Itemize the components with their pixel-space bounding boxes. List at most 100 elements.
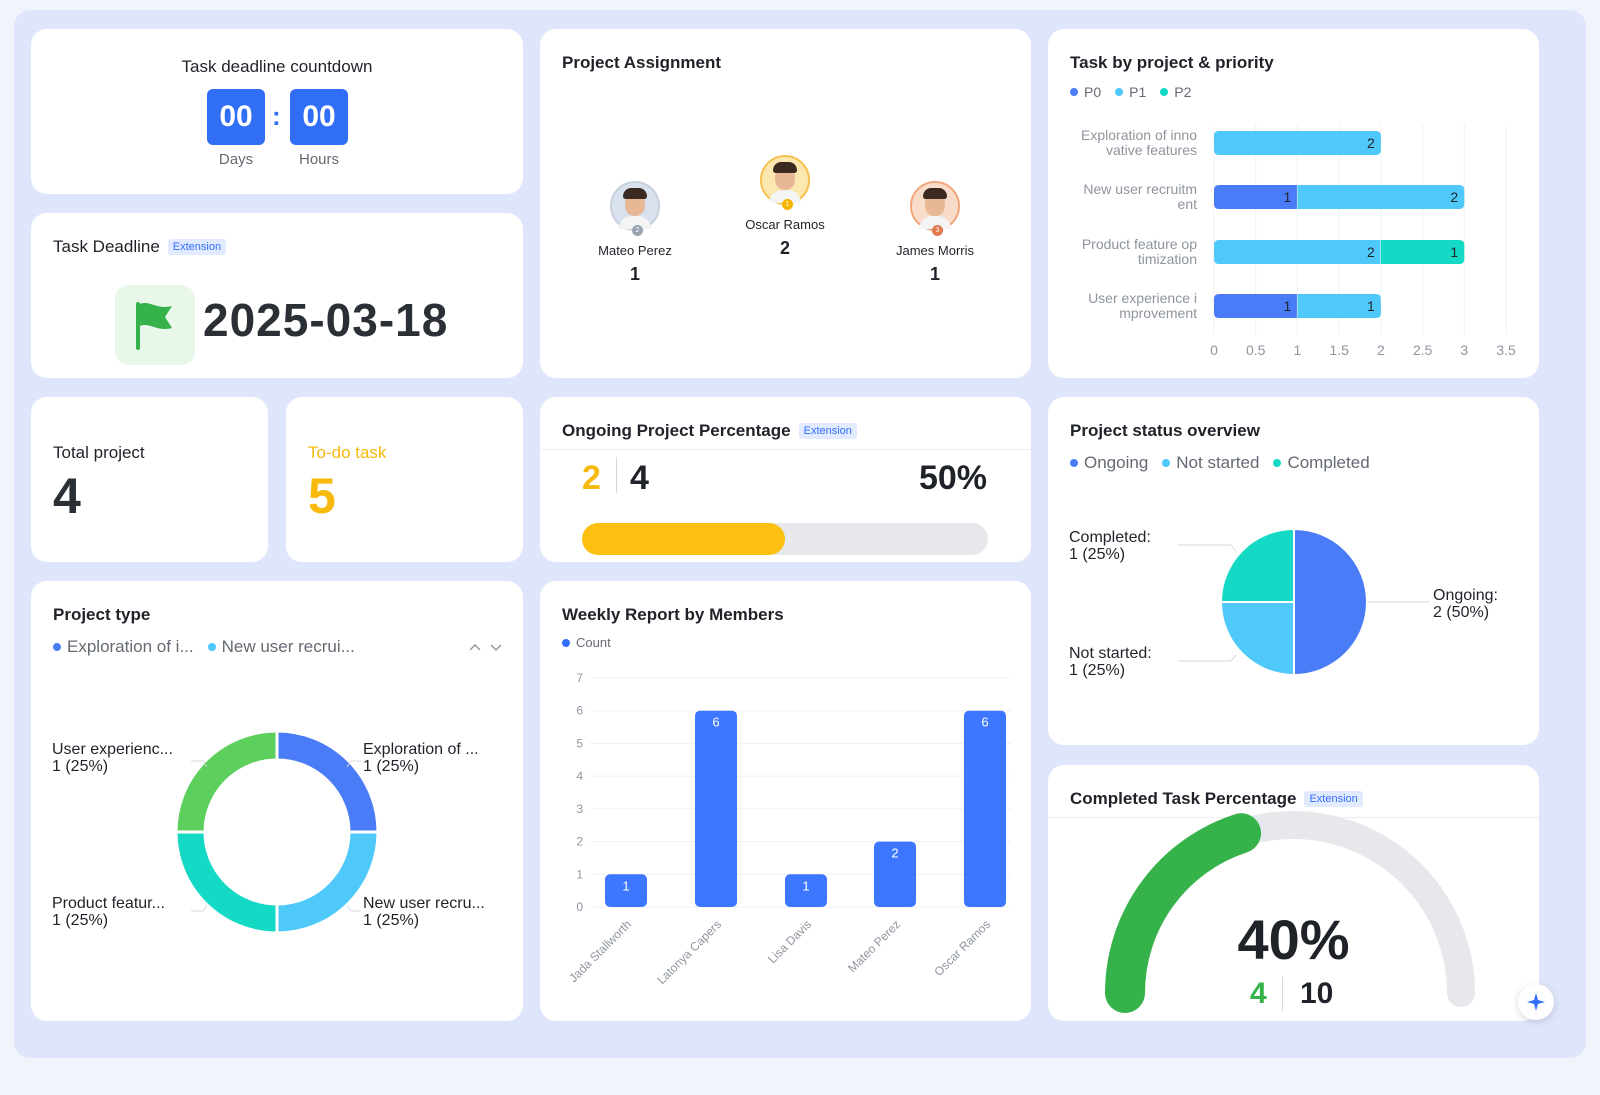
user-exp-value: 1 (25%)	[52, 758, 108, 775]
bar-value-label: 1	[622, 878, 629, 893]
completed-label: Completed:	[1069, 529, 1151, 546]
weekly-legend: Count	[562, 635, 611, 650]
assignee-mateo-perez[interactable]: 2 Mateo Perez 1	[565, 181, 705, 285]
completed-task-card: Completed Task Percentage Extension 40% 4…	[1048, 765, 1539, 1021]
bar-value-label: 1	[1284, 189, 1292, 205]
legend-item-p0[interactable]: P0	[1070, 84, 1101, 100]
task-deadline-title: Task Deadline Extension	[53, 237, 227, 257]
bar-segment	[1214, 240, 1381, 264]
bar-value-label: 1	[1284, 298, 1292, 314]
legend-item-p2[interactable]: P2	[1160, 84, 1191, 100]
task-priority-chart: 0 0.5 1 1.5 2 2.5 3 3.5 Exploration of innovativ…	[1081, 125, 1516, 358]
leader-line	[191, 904, 208, 912]
legend-item-new-user[interactable]: New user recrui...	[207, 637, 355, 657]
legend-item-count[interactable]: Count	[562, 635, 611, 650]
bar	[605, 874, 647, 907]
not-started-label: Not started:	[1069, 645, 1152, 662]
assignee-count: 1	[929, 264, 940, 284]
legend-item-completed[interactable]: Completed	[1273, 453, 1370, 473]
ongoing-label: Ongoing:	[1433, 587, 1498, 604]
bar	[964, 710, 1006, 907]
not-started-value: 1 (25%)	[1069, 662, 1125, 679]
ongoing-progress-bar	[582, 523, 988, 555]
legend-item-exploration[interactable]: Exploration of i...	[53, 637, 194, 657]
assignee-name: Oscar Ramos	[745, 217, 825, 232]
bar-value-label: 2	[891, 846, 898, 861]
new-user-label: New user recru...	[363, 895, 485, 912]
x-tick-label: 0	[1210, 342, 1218, 358]
task-deadline-card: Task Deadline Extension 2025-03-18	[31, 213, 523, 378]
assistant-button[interactable]	[1518, 984, 1554, 1020]
rank-badge: 2	[632, 225, 643, 236]
chevron-down-icon[interactable]	[490, 644, 502, 651]
completed-title-text: Completed Task Percentage	[1070, 789, 1297, 808]
total-project-card: Total project 4	[31, 397, 268, 562]
legend-item-not-started[interactable]: Not started	[1162, 453, 1259, 473]
x-tick-label: 0.5	[1246, 342, 1266, 358]
assignee-name: James Morris	[895, 243, 974, 258]
leader-line	[191, 760, 208, 768]
ongoing-value: 2 (50%)	[1433, 604, 1489, 621]
product-label: Product featur...	[52, 895, 165, 912]
assignee-name: Mateo Perez	[598, 243, 672, 258]
x-tick-label: 2.5	[1413, 342, 1433, 358]
donut-slice	[174, 830, 279, 935]
bar-value-label: 2	[1367, 244, 1375, 260]
category-label: New user recruitm	[1083, 181, 1197, 197]
exploration-value: 1 (25%)	[363, 758, 419, 775]
extension-badge: Extension	[1304, 791, 1363, 807]
status-title: Project status overview	[1070, 421, 1260, 440]
category-label: ent	[1178, 196, 1198, 212]
category-label: timization	[1138, 251, 1197, 267]
separator	[616, 457, 617, 493]
bar-segment	[1214, 185, 1298, 209]
legend-item-ongoing[interactable]: Ongoing	[1070, 453, 1148, 473]
x-category-label: Latonya Capers	[654, 917, 724, 987]
completed-count: 4	[1250, 977, 1267, 1010]
assignee-james-morris[interactable]: 3 James Morris 1	[865, 181, 1005, 285]
pie-slice	[1293, 527, 1368, 677]
category-label: mprovement	[1119, 305, 1197, 321]
category-label: Exploration of inno	[1081, 127, 1197, 143]
y-tick-label: 3	[576, 802, 583, 816]
completed-percent: 40%	[1237, 908, 1350, 971]
total-count: 10	[1300, 977, 1334, 1010]
avatar: 1	[760, 155, 810, 210]
ongoing-total: 4	[630, 459, 649, 497]
x-tick-label: 2	[1377, 342, 1385, 358]
x-tick-label: 1	[1294, 342, 1302, 358]
leader-line	[1178, 654, 1237, 662]
extension-badge: Extension	[167, 239, 227, 255]
chevron-up-icon[interactable]	[469, 644, 481, 651]
assignee-oscar-ramos[interactable]: 1 Oscar Ramos 2	[715, 155, 855, 259]
countdown-card: Task deadline countdown 00 : 00 Days Hou…	[31, 29, 523, 194]
x-category-label: Mateo Perez	[845, 917, 903, 975]
bar	[874, 841, 916, 907]
project-assignment-title: Project Assignment	[562, 53, 722, 72]
days-value: 00	[207, 89, 265, 145]
completed-gauge	[1105, 811, 1475, 1013]
x-category-label: Oscar Ramos	[931, 917, 993, 979]
project-type-title: Project type	[53, 605, 151, 624]
legend-item-p1[interactable]: P1	[1115, 84, 1146, 100]
avatar: 2	[610, 181, 660, 236]
days-label: Days	[218, 151, 254, 168]
completed-value: 1 (25%)	[1069, 546, 1125, 563]
y-tick-label: 0	[576, 900, 583, 914]
bar-segment	[1214, 294, 1298, 318]
y-tick-label: 1	[576, 867, 583, 881]
bar-segment	[1214, 131, 1381, 155]
user-exp-label: User experienc...	[52, 741, 173, 758]
flag-icon	[136, 302, 172, 350]
bar-value-label: 1	[802, 878, 809, 893]
category-label: User experience i	[1088, 290, 1197, 306]
y-tick-label: 5	[576, 736, 583, 750]
ongoing-progress-fill	[582, 523, 785, 555]
bar-segment	[1380, 240, 1465, 264]
flag-icon-box	[115, 285, 195, 365]
task-priority-title: Task by project & priority	[1070, 53, 1274, 72]
product-value: 1 (25%)	[52, 912, 108, 929]
todo-task-card: To-do task 5	[286, 397, 523, 562]
donut-slice	[174, 729, 279, 834]
gauge-fill	[1105, 813, 1262, 1013]
